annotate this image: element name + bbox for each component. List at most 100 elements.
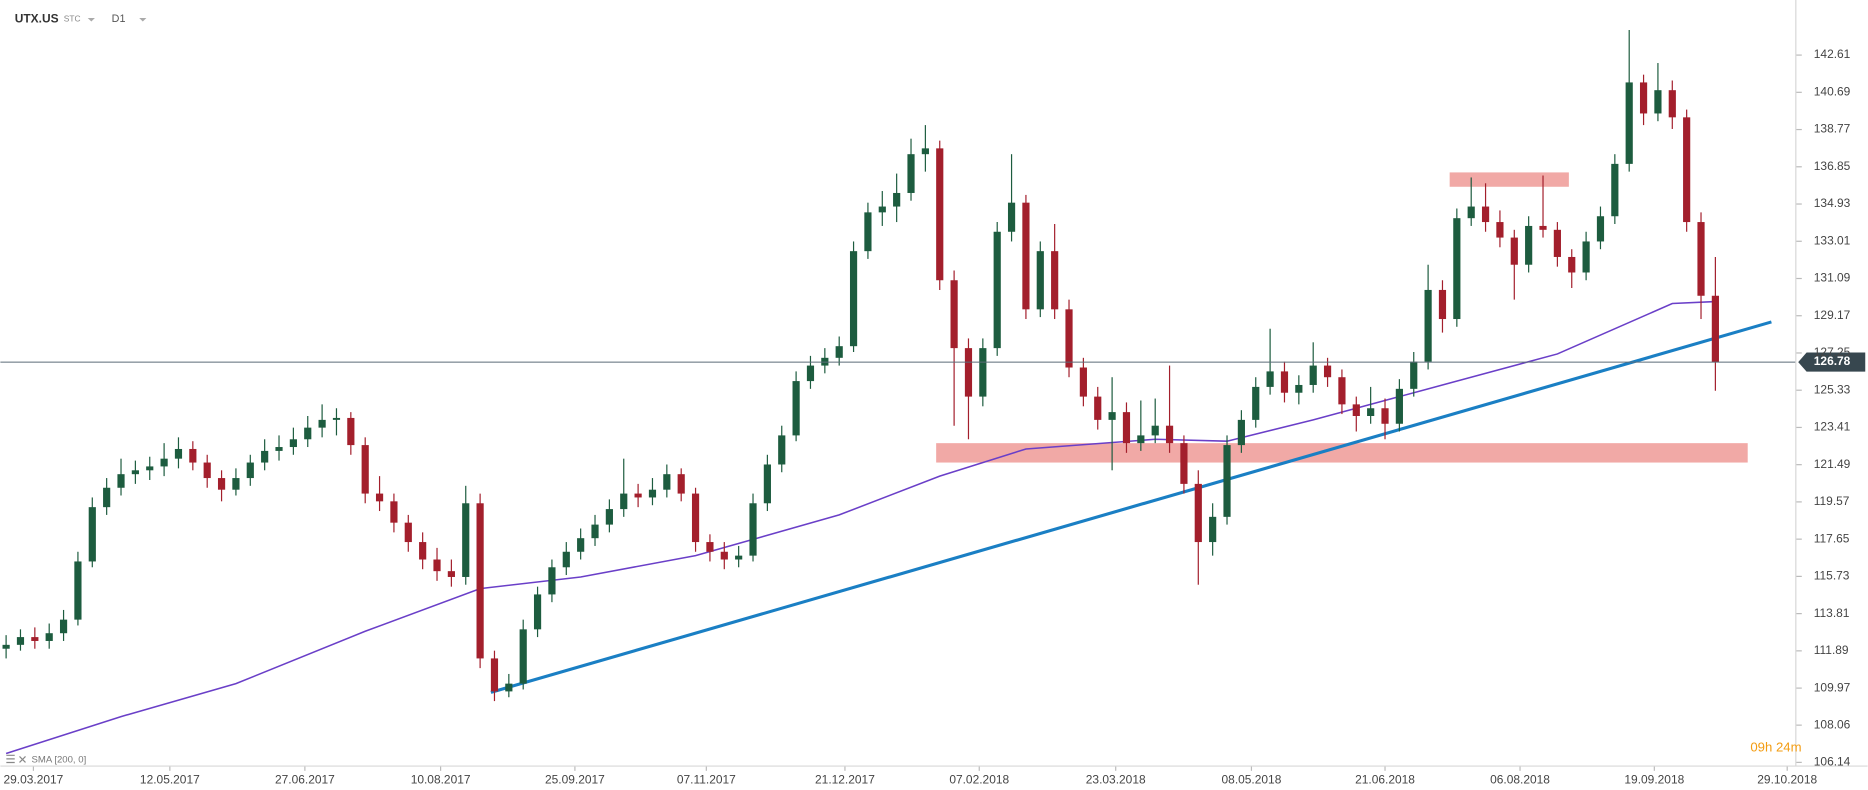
candle-body — [1266, 371, 1274, 387]
y-tick-label: 115.73 — [1814, 569, 1850, 583]
candle-body — [1625, 82, 1633, 164]
candle-body — [562, 551, 570, 568]
candle-body — [1323, 365, 1332, 378]
x-tick-label: 08.05.2018 — [1222, 773, 1282, 787]
close-icon[interactable] — [19, 756, 26, 763]
x-tick-label: 10.08.2017 — [411, 773, 471, 787]
y-tick-label: 108.06 — [1814, 717, 1851, 731]
sma-line — [5, 300, 1716, 755]
candle-body — [1223, 445, 1231, 517]
candle-body — [864, 212, 872, 252]
x-tick-label: 19.09.2018 — [1624, 773, 1684, 787]
price-zone — [936, 443, 1748, 463]
candle-body — [1065, 309, 1073, 368]
candle-body — [261, 450, 269, 463]
y-tick-label: 109.97 — [1814, 680, 1851, 694]
candle-body — [763, 464, 771, 504]
x-tick-label: 07.11.2017 — [677, 773, 736, 787]
candle-body — [505, 683, 513, 692]
candle-body — [1697, 222, 1705, 296]
interval[interactable]: D1 — [112, 13, 126, 25]
candle-body — [1122, 412, 1131, 444]
y-tick-label: 119.57 — [1814, 494, 1850, 508]
candle-body — [979, 348, 987, 397]
candle-body — [304, 427, 312, 440]
x-tick-label: 21.12.2017 — [815, 773, 875, 787]
candle-body — [59, 619, 68, 634]
y-tick-label: 113.81 — [1814, 606, 1850, 620]
candle-body — [390, 501, 398, 523]
candle-body — [2, 644, 10, 649]
candle-body — [146, 466, 154, 471]
y-tick-label: 117.65 — [1814, 531, 1850, 545]
y-tick-label: 106.14 — [1814, 755, 1851, 769]
candle-body — [160, 458, 168, 467]
candle-body — [1007, 202, 1016, 232]
indicator-controls[interactable] — [6, 754, 26, 764]
candle-body — [462, 503, 470, 577]
x-tick-label: 23.03.2018 — [1086, 773, 1146, 787]
candle-body — [1553, 229, 1561, 257]
candle-body — [577, 538, 585, 552]
candle-body — [677, 474, 685, 494]
candle-body — [1295, 384, 1303, 393]
zones-layer — [936, 172, 1748, 463]
candle-body — [1209, 516, 1217, 543]
candle-body — [964, 348, 973, 397]
candle-body — [1683, 117, 1691, 223]
candle-body — [375, 493, 384, 502]
dropdown-caret[interactable] — [87, 17, 95, 22]
x-tick-label: 21.06.2018 — [1355, 773, 1415, 787]
candle-body — [1051, 251, 1059, 310]
last-price-box — [1798, 352, 1866, 372]
candle-body — [548, 567, 556, 595]
candle-body — [735, 555, 743, 560]
candle-body — [1654, 90, 1662, 114]
candle-body — [835, 346, 843, 358]
axes-layer: 142.61 140.69 138.77 136.85 134.93 133.01 131.… — [3, 47, 1850, 786]
candle-body — [1611, 163, 1619, 217]
candle-body — [117, 474, 125, 488]
candle-body — [1036, 251, 1044, 310]
y-tick-label: 136.85 — [1814, 159, 1851, 173]
candle-body — [1424, 289, 1432, 362]
indicator-layer — [5, 300, 1772, 755]
y-tick-label: 127.25 — [1814, 345, 1851, 359]
candle-body — [1079, 367, 1087, 397]
candle-body — [1639, 82, 1648, 114]
candle-body — [1309, 365, 1317, 385]
symbol[interactable]: UTX.US — [15, 11, 59, 25]
last-price-label: 126.78 — [1814, 354, 1851, 368]
candle-body — [1582, 241, 1590, 273]
candle-body — [706, 542, 714, 552]
candle-body — [950, 280, 958, 349]
candle-body — [289, 439, 297, 448]
candle-body — [45, 633, 53, 641]
y-tick-label: 125.33 — [1814, 382, 1851, 396]
instrument-type[interactable]: STC — [64, 13, 81, 23]
dropdown-caret[interactable] — [139, 17, 147, 22]
candle-body — [605, 509, 613, 525]
candle-body — [1108, 412, 1116, 420]
candle-body — [189, 448, 197, 463]
candle-body — [275, 447, 283, 451]
candle-body — [332, 417, 341, 420]
candle-body — [1137, 435, 1145, 444]
x-tick-label: 06.08.2018 — [1490, 773, 1550, 787]
candle-body — [174, 448, 183, 459]
y-tick-label: 129.17 — [1814, 308, 1851, 322]
candle-body — [1510, 237, 1518, 265]
candle-body — [88, 507, 96, 562]
candle-body — [1280, 371, 1289, 393]
menu-icon[interactable] — [6, 754, 15, 764]
candle-body — [103, 487, 111, 508]
price-zone — [1449, 172, 1569, 187]
candle-body — [648, 489, 657, 498]
candle-body — [1352, 404, 1360, 416]
candle-body — [778, 435, 786, 465]
candle-body — [749, 503, 757, 556]
y-tick-label: 111.89 — [1814, 643, 1849, 657]
candle-body — [921, 148, 929, 155]
